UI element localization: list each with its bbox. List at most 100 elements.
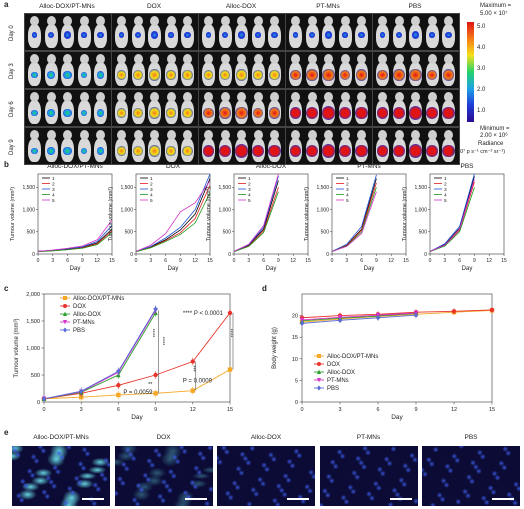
legend-label: 4 (52, 192, 55, 198)
bioluminescence-signal (132, 69, 144, 81)
bioluminescence-signal (339, 145, 351, 157)
annotation-text: **** P < 0.0001 (183, 311, 224, 317)
plot-frame (233, 173, 309, 255)
imaging-cell (24, 89, 112, 127)
bioluminescence-signal (148, 69, 161, 81)
mouse-head (307, 92, 317, 102)
annotation-text: P = 0.0009 (183, 379, 213, 385)
y-tick-label: 1,000 (22, 207, 35, 213)
bioluminescence-signal (148, 145, 161, 157)
bioluminescence-signal (203, 70, 214, 80)
bioluminescence-signal (235, 69, 248, 81)
annotation-text: *** (194, 364, 200, 371)
imaging-cell (285, 89, 373, 127)
series-line (331, 191, 377, 252)
bioluminescence-signal (166, 146, 176, 156)
bioluminescence-signal (442, 106, 455, 120)
series-line (429, 173, 475, 252)
x-axis-label: Day (266, 266, 277, 272)
series-line (331, 182, 377, 252)
series-line (43, 369, 231, 400)
x-tick-label: 3 (443, 258, 446, 264)
plot-frame (135, 173, 211, 255)
x-tick-label: 9 (414, 407, 417, 413)
bioluminescence-signal (166, 108, 176, 118)
panel-label-a: a (4, 0, 9, 9)
x-tick-label: 9 (473, 258, 476, 264)
max-value: 5.00 × 10⁷ (480, 11, 508, 17)
mouse-head (63, 130, 72, 140)
plot-frame (301, 293, 493, 403)
mouse-head (270, 130, 279, 140)
bioluminescence-signal (269, 69, 280, 81)
bioluminescence-signal (219, 107, 231, 119)
bioluminescence-signal (182, 69, 193, 81)
scale-bar (184, 498, 207, 500)
x-tick-label: 0 (42, 407, 45, 413)
bioluminescence-signal (442, 144, 455, 158)
bioluminescence-signal (182, 145, 193, 157)
x-tick-label: 0 (300, 407, 303, 413)
mouse-head (291, 130, 300, 140)
bioluminescence-signal (358, 31, 365, 39)
radiance-label: Radiance (478, 141, 504, 147)
y-tick-label: 10 (292, 357, 298, 363)
data-marker (190, 359, 195, 364)
min-value: 2.00 × 10⁶ (480, 133, 508, 139)
mouse-head (117, 92, 126, 102)
mouse-head (183, 16, 192, 26)
x-tick-label: 15 (305, 258, 311, 264)
y-tick-label: 1,500 (316, 185, 329, 191)
y-tick-label: 0 (130, 252, 133, 258)
bioluminescence-signal (393, 69, 405, 81)
x-tick-label: 0 (37, 258, 40, 264)
mouse-head (150, 92, 159, 102)
y-tick-label: 0 (37, 400, 40, 406)
data-marker (317, 354, 321, 358)
data-marker (116, 383, 121, 388)
microscopy-image (422, 446, 520, 506)
legend-label: 2 (150, 181, 153, 187)
y-tick-label: 1,000 (414, 207, 427, 213)
colorbar-tick: 4.0 (477, 45, 486, 51)
bioluminescence-signal (445, 31, 452, 39)
bioluminescence-signal (409, 68, 422, 82)
imaging-day-label: Day 0 (9, 25, 15, 41)
mouse-head (444, 130, 453, 140)
bioluminescence-signal (47, 31, 55, 39)
imaging-cell (111, 51, 199, 89)
plot-frame (429, 173, 505, 255)
x-tick-label: 9 (154, 407, 157, 413)
bioluminescence-signal (31, 147, 38, 155)
bioluminescence-signal (292, 32, 299, 38)
scale-bar (389, 498, 412, 500)
bioluminescence-signal (31, 71, 38, 79)
imaging-day-label: Day 3 (9, 63, 15, 79)
x-tick-label: 0 (233, 258, 236, 264)
legend-label: PBS (73, 328, 85, 334)
x-tick-label: 3 (338, 407, 341, 413)
mouse-head (96, 130, 105, 140)
bioluminescence-signal (252, 145, 264, 157)
annotation-text: ** (148, 382, 153, 388)
bioluminescence-signal (305, 106, 319, 120)
imaging-day-label: Day 9 (9, 139, 15, 155)
mouse-head (411, 130, 420, 140)
mouse-head (96, 54, 105, 64)
series-line (301, 314, 417, 324)
bioluminescence-signal (63, 146, 72, 156)
microscopy-title: DOX (156, 434, 171, 441)
bioluminescence-signal (205, 32, 212, 38)
y-tick-label: 1,500 (120, 185, 133, 191)
x-axis-label: Day (70, 266, 81, 272)
bioluminescence-signal (289, 145, 302, 157)
mouse-head (324, 16, 333, 26)
colorbar-tick: 3.0 (477, 66, 486, 72)
bioluminescence-signal (47, 71, 55, 79)
y-tick-label: 500 (27, 230, 36, 236)
imaging-cell (372, 13, 460, 51)
imaging-cell (198, 89, 286, 127)
bioluminescence-signal (63, 108, 72, 118)
data-marker (299, 317, 305, 323)
